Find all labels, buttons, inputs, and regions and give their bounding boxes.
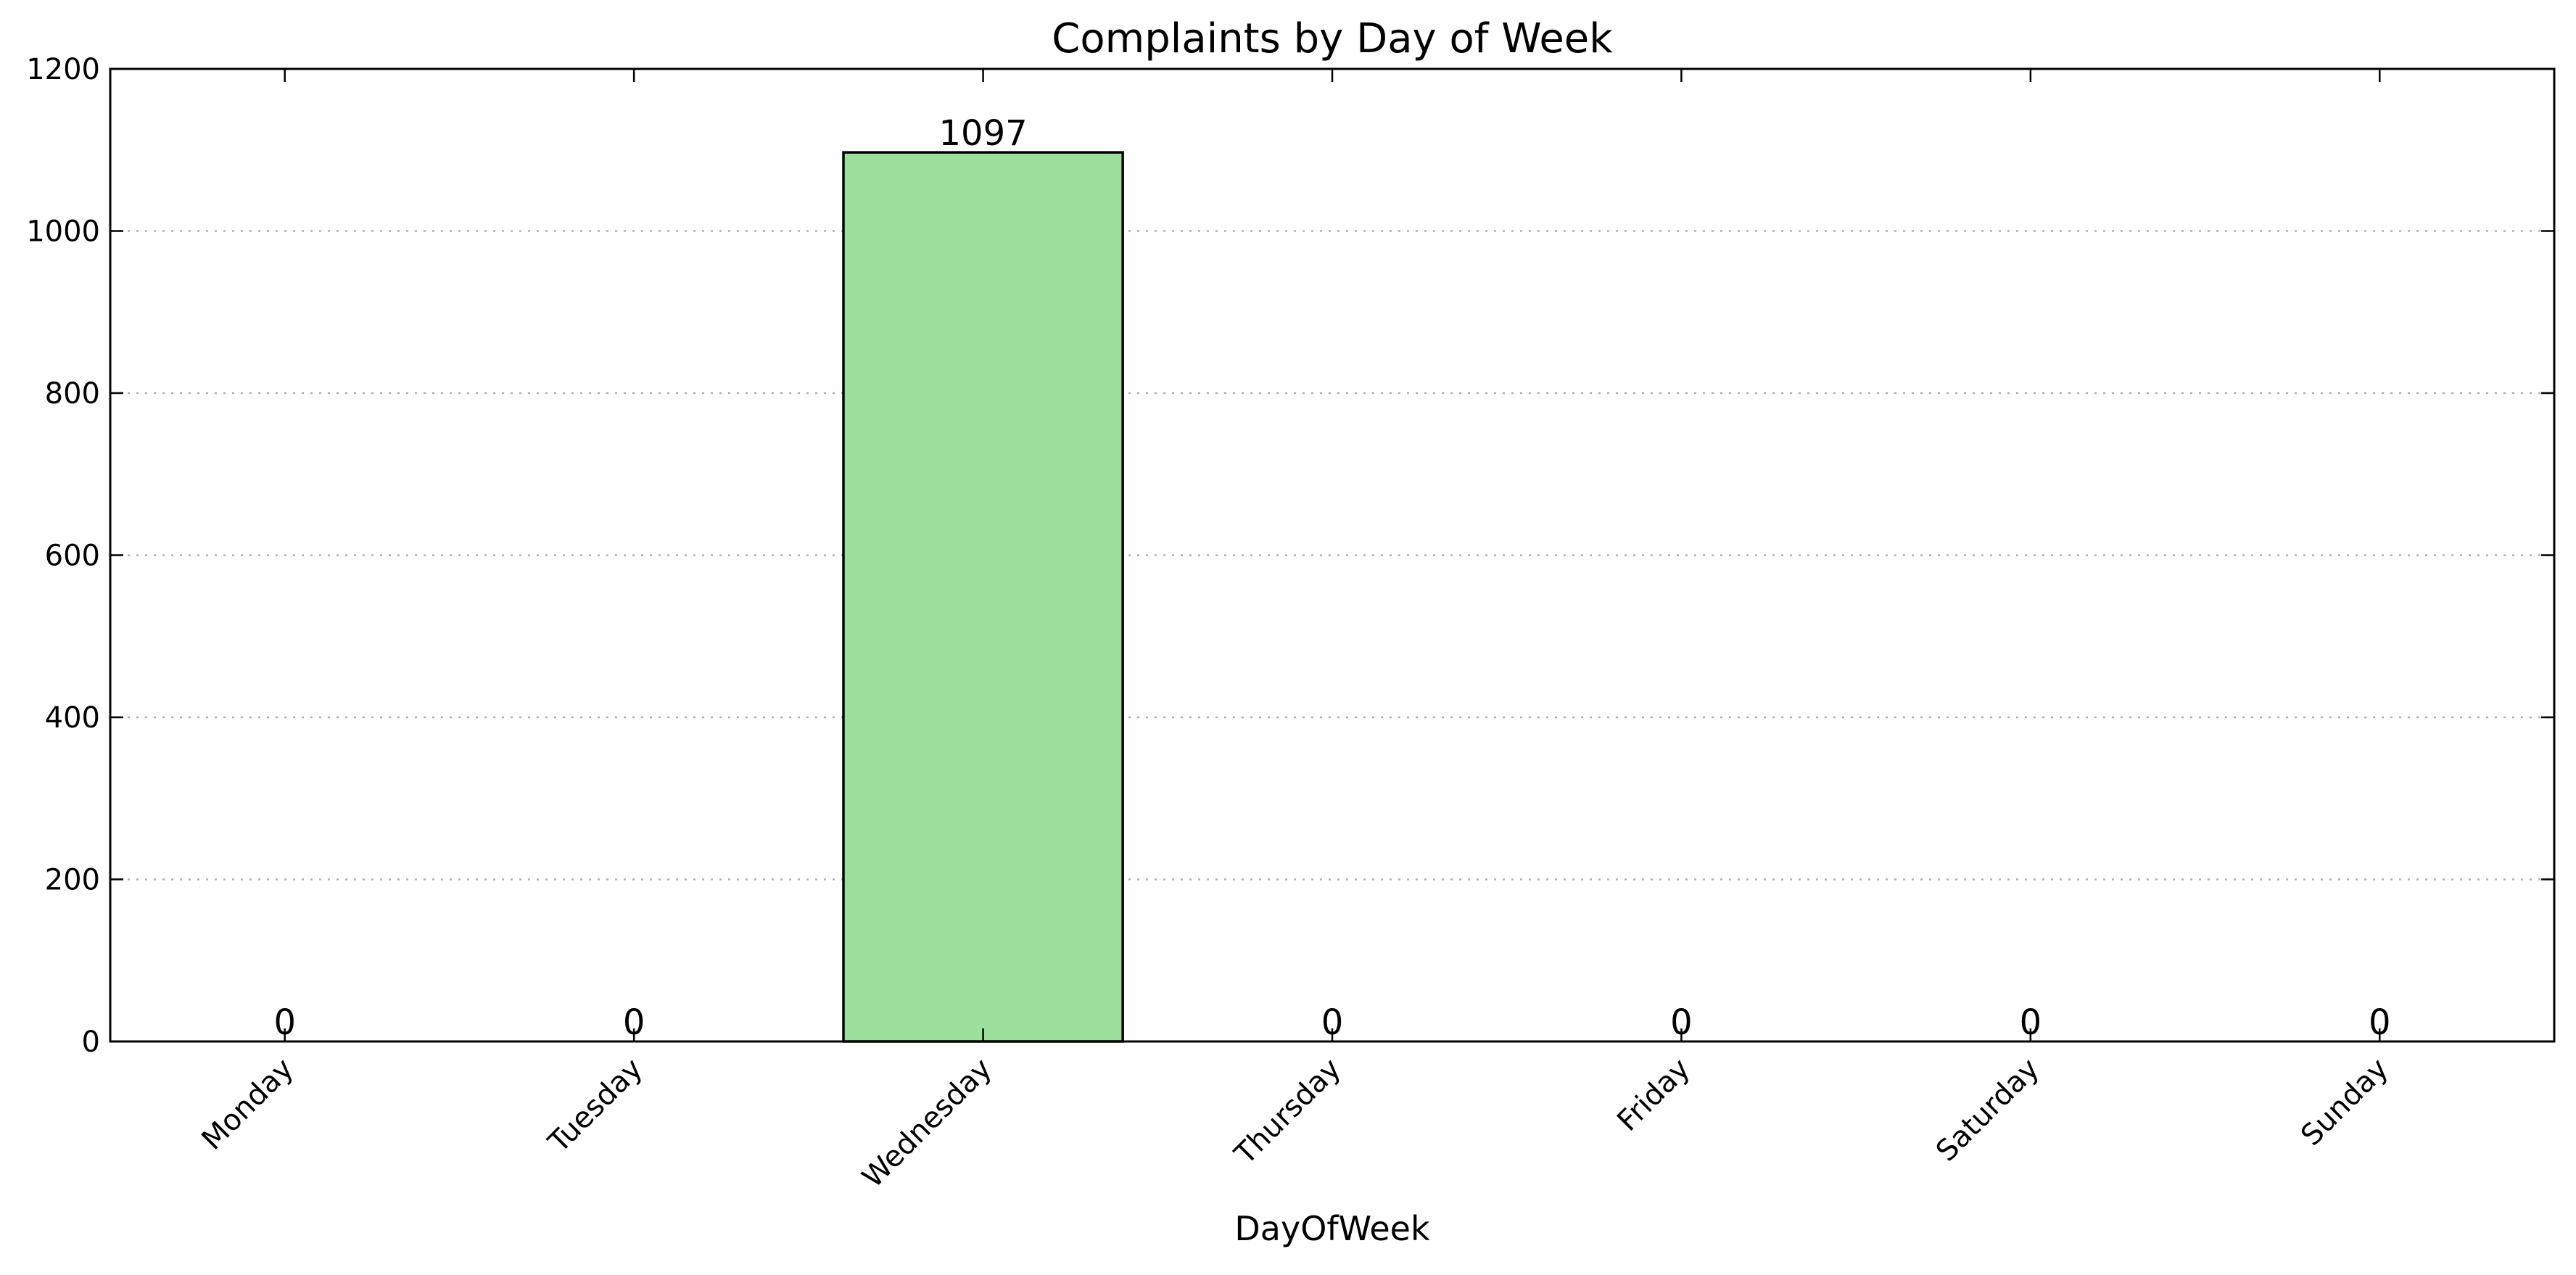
grid-lines [110,230,2554,880]
data-label-thursday: 0 [1321,1002,1344,1043]
y-tick-label: 0 [82,1026,100,1059]
chart-title: Complaints by Day of Week [1052,15,1613,62]
data-label-friday: 0 [1670,1002,1693,1043]
bars [842,151,1124,1043]
y-tick-label: 200 [45,864,100,897]
data-label-saturday: 0 [2020,1002,2042,1043]
y-tick-label: 800 [45,377,100,410]
data-label-monday: 0 [273,1002,296,1043]
y-tick-label: 400 [45,701,100,735]
y-tick-label: 1200 [26,53,100,86]
y-tick-label: 1000 [26,215,100,249]
data-label-tuesday: 0 [623,1002,645,1043]
data-label-sunday: 0 [2369,1002,2391,1043]
bar-wednesday [842,151,1124,1043]
x-axis-label: DayOfWeek [1234,1209,1430,1248]
plot-area-frame [109,67,2556,1043]
data-label-wednesday: 1097 [938,113,1027,154]
y-tick-label: 600 [45,540,100,573]
data-labels: 0 0 1097 0 0 0 0 [273,113,2390,1043]
